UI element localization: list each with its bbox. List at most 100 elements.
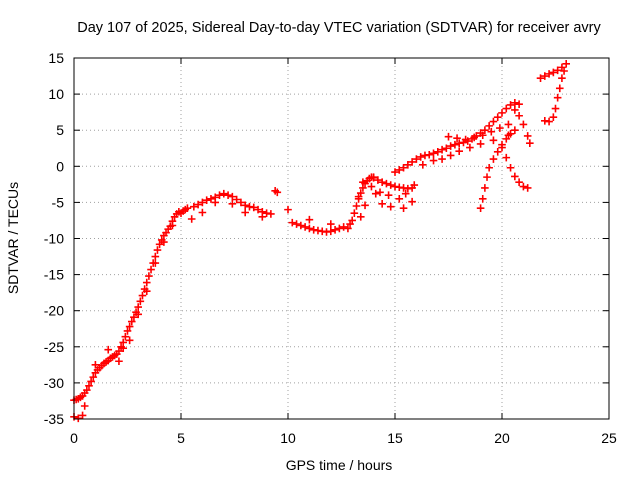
- data-point: [419, 161, 427, 169]
- data-point: [369, 173, 378, 181]
- data-point: [89, 373, 98, 381]
- data-point: [127, 317, 136, 326]
- data-point: [374, 176, 382, 184]
- data-point: [434, 148, 442, 156]
- data-point: [442, 144, 451, 153]
- y-tick-label: -15: [44, 267, 64, 283]
- y-tick-label: 0: [56, 158, 64, 174]
- data-point: [198, 198, 207, 207]
- tick-label-layer: 0 5 10 15 20 25 -35 -30 -25 -20 -15 -10 -5 0 5 10 15: [44, 50, 617, 446]
- data-point: [331, 226, 339, 234]
- data-point: [395, 194, 404, 203]
- data-point: [119, 344, 128, 353]
- data-point: [404, 161, 412, 169]
- x-axis-label: GPS time / hours: [286, 457, 393, 473]
- data-point: [485, 122, 493, 130]
- data-point: [519, 182, 528, 191]
- y-tick-label: 5: [56, 122, 64, 138]
- data-point: [504, 120, 513, 129]
- data-point: [211, 198, 220, 207]
- data-point: [83, 386, 91, 394]
- data-point: [541, 72, 549, 80]
- chart-title: Day 107 of 2025, Sidereal Day-to-day VTE…: [77, 20, 601, 36]
- data-point: [399, 204, 408, 212]
- data-point: [523, 132, 532, 140]
- y-tick-label: -10: [44, 231, 64, 247]
- data-point: [511, 172, 519, 181]
- data-point: [356, 213, 365, 221]
- data-point: [489, 136, 498, 145]
- data-point: [134, 310, 142, 319]
- data-point: [284, 205, 292, 214]
- data-point: [478, 194, 487, 203]
- data-point: [207, 194, 215, 203]
- data-point: [228, 192, 237, 201]
- data-point: [254, 205, 262, 214]
- data-point: [292, 220, 301, 228]
- data-point: [502, 104, 511, 113]
- data-point: [496, 124, 504, 132]
- data-point: [545, 70, 553, 78]
- x-tick-label: 20: [494, 430, 510, 446]
- data-point: [125, 336, 134, 345]
- data-point: [123, 327, 132, 335]
- data-point: [301, 223, 309, 231]
- data-point: [386, 181, 395, 189]
- data-point: [202, 196, 211, 205]
- data-point: [359, 178, 367, 186]
- data-point: [395, 166, 404, 174]
- data-point: [545, 117, 553, 126]
- data-point: [367, 182, 376, 191]
- data-point: [327, 220, 335, 228]
- data-point: [489, 117, 498, 126]
- y-axis-label: SDTVAR / TECUs: [5, 182, 21, 294]
- data-point: [130, 313, 138, 321]
- data-point: [478, 131, 487, 140]
- data-point: [104, 345, 113, 354]
- data-point: [378, 178, 386, 186]
- data-point: [549, 113, 558, 122]
- data-point: [461, 135, 470, 144]
- data-point: [168, 221, 177, 230]
- y-tick-label: 10: [48, 86, 64, 102]
- data-point: [511, 106, 519, 114]
- data-point: [506, 101, 515, 109]
- data-point: [147, 265, 155, 274]
- data-point: [376, 188, 384, 197]
- data-point: [115, 357, 123, 366]
- data-point: [258, 213, 267, 221]
- data-point: [344, 224, 352, 233]
- data-point: [476, 140, 485, 148]
- data-point: [361, 201, 369, 210]
- data-point: [551, 104, 560, 113]
- data-point: [515, 111, 523, 120]
- data-point: [327, 227, 335, 236]
- x-tick-label: 15: [387, 430, 403, 446]
- data-point: [273, 188, 282, 197]
- data-point: [134, 303, 142, 311]
- data-point: [297, 221, 305, 230]
- data-point: [555, 84, 564, 93]
- data-point: [438, 145, 446, 154]
- data-point: [553, 66, 562, 75]
- y-tick-label: -20: [44, 303, 64, 319]
- data-point: [267, 210, 275, 218]
- data-point: [446, 142, 455, 150]
- data-point: [382, 179, 391, 188]
- data-point: [498, 109, 506, 117]
- data-point: [215, 191, 224, 199]
- data-point: [187, 215, 196, 223]
- x-tick-label: 10: [280, 430, 296, 446]
- data-point: [153, 246, 162, 254]
- data-point: [237, 198, 245, 207]
- data-point: [198, 208, 207, 217]
- data-point: [470, 133, 478, 142]
- data-point: [523, 184, 532, 192]
- plot-frame: [73, 57, 610, 420]
- data-point: [558, 74, 566, 83]
- data-point: [489, 155, 498, 163]
- x-tick-label: 0: [70, 430, 78, 446]
- data-point: [466, 143, 474, 152]
- data-point: [487, 127, 496, 136]
